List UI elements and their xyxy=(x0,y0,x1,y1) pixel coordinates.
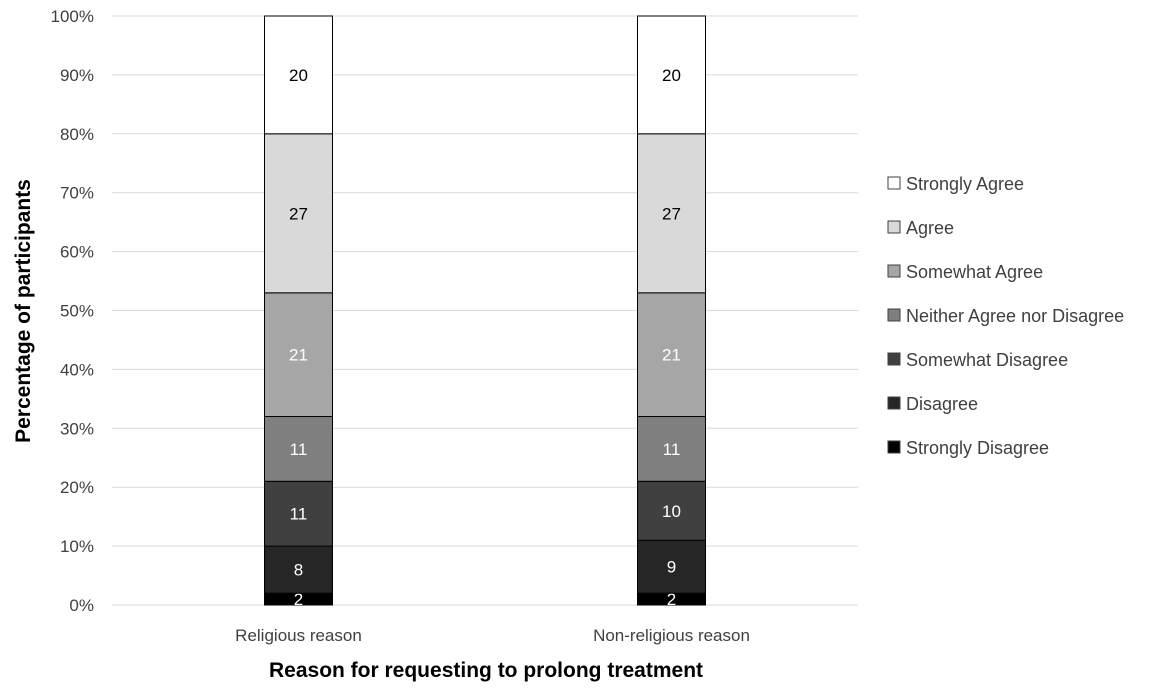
bar-segment-neither-agree-nor-disagree xyxy=(637,416,706,482)
legend-item-agree: Agree xyxy=(887,218,954,238)
bar-segment-somewhat-disagree xyxy=(264,480,333,547)
x-axis-categories: Religious reason Non-religious reason xyxy=(235,626,750,645)
data-label: 10 xyxy=(662,502,681,521)
y-tick-label: 30% xyxy=(60,419,94,438)
bar-segment-neither-agree-nor-disagree xyxy=(264,416,333,482)
legend-item-neither-agree-nor-disagree: Neither Agree nor Disagree xyxy=(887,306,1124,326)
legend-label: Agree xyxy=(906,218,954,238)
data-label: 27 xyxy=(289,204,308,223)
legend-label: Somewhat Agree xyxy=(906,262,1043,282)
y-tick-label: 60% xyxy=(60,243,94,262)
legend-item-somewhat-agree: Somewhat Agree xyxy=(887,262,1043,282)
x-tick-label: Religious reason xyxy=(235,626,362,645)
legend-swatch xyxy=(887,264,901,278)
y-tick-label: 50% xyxy=(60,302,94,321)
bar-segment-strongly-agree xyxy=(637,15,706,135)
data-label: 2 xyxy=(294,590,303,609)
bar-stack: 2 9 10 11 21 27 20 xyxy=(637,15,706,609)
bar-segment-disagree xyxy=(264,545,333,594)
legend-item-strongly-agree: Strongly Agree xyxy=(887,174,1024,194)
data-label: 8 xyxy=(294,561,303,580)
legend-item-disagree: Disagree xyxy=(887,394,978,414)
data-label: 11 xyxy=(663,440,681,459)
y-tick-label: 100% xyxy=(51,7,94,26)
legend-label: Neither Agree nor Disagree xyxy=(906,306,1124,326)
y-tick-label: 80% xyxy=(60,125,94,144)
bar-segment-somewhat-disagree xyxy=(637,480,706,541)
y-axis-ticks: 0% 10% 20% 30% 40% 50% 60% 70% 80% 90% 100% xyxy=(51,7,94,615)
y-axis-title: Percentage of participants xyxy=(12,179,35,443)
bars: 2 8 11 11 21 27 20 2 9 10 11 21 27 20 xyxy=(264,15,706,609)
y-tick-label: 70% xyxy=(60,184,94,203)
legend-swatch xyxy=(887,352,901,366)
bar-segment-somewhat-agree xyxy=(637,292,706,418)
grid-lines xyxy=(112,15,858,606)
data-label: 11 xyxy=(290,505,308,524)
y-tick-label: 40% xyxy=(60,360,94,379)
bar-segment-strongly-agree xyxy=(264,15,333,135)
data-label: 9 xyxy=(667,558,676,577)
x-axis-title: Reason for requesting to prolong treatme… xyxy=(269,659,703,682)
legend-swatch xyxy=(887,176,901,190)
legend-label: Disagree xyxy=(906,394,978,414)
legend-label: Strongly Agree xyxy=(906,174,1024,194)
x-tick-label: Non-religious reason xyxy=(593,626,750,645)
data-label: 11 xyxy=(290,440,308,459)
legend: Strongly Agree Agree Somewhat Agree Neither… xyxy=(887,174,1124,458)
bar-stack: 2 8 11 11 21 27 20 xyxy=(264,15,333,609)
legend-label: Somewhat Disagree xyxy=(906,350,1068,370)
data-label: 21 xyxy=(662,346,681,365)
y-tick-label: 90% xyxy=(60,66,94,85)
legend-swatch xyxy=(887,220,901,234)
legend-item-somewhat-disagree: Somewhat Disagree xyxy=(887,350,1068,370)
y-tick-label: 0% xyxy=(69,596,94,615)
legend-item-strongly-disagree: Strongly Disagree xyxy=(887,438,1049,458)
legend-swatch xyxy=(887,308,901,322)
data-label: 20 xyxy=(662,66,681,85)
legend-label: Strongly Disagree xyxy=(906,438,1049,458)
bar-segment-agree xyxy=(264,133,333,294)
data-label: 20 xyxy=(289,66,308,85)
bar-segment-somewhat-agree xyxy=(264,292,333,418)
bar-segment-agree xyxy=(637,133,706,294)
legend-swatch xyxy=(887,396,901,410)
y-tick-label: 20% xyxy=(60,478,94,497)
y-tick-label: 10% xyxy=(60,537,94,556)
data-label: 2 xyxy=(667,590,676,609)
data-label: 21 xyxy=(289,346,308,365)
data-label: 27 xyxy=(662,204,681,223)
legend-swatch xyxy=(887,440,901,454)
